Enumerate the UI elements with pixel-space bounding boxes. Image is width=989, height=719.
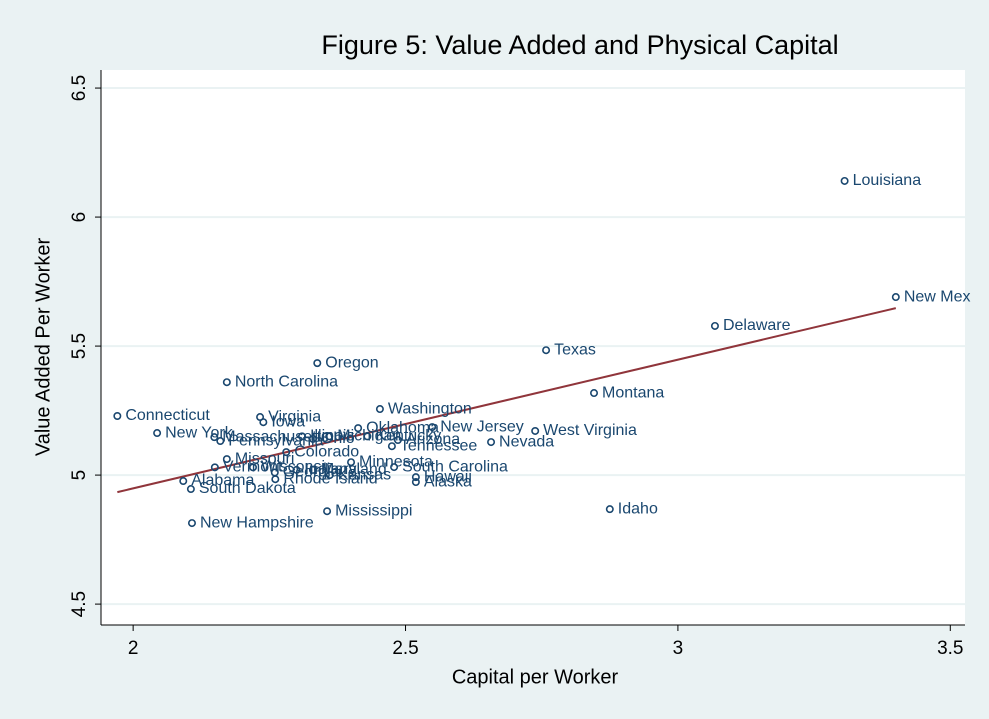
point xyxy=(179,477,188,486)
point-label: Ohio xyxy=(321,430,355,447)
point xyxy=(840,176,849,185)
point xyxy=(282,448,291,457)
point-label: New York xyxy=(165,424,234,441)
point-label: Alabama xyxy=(191,472,254,489)
point xyxy=(590,389,599,398)
y-tick-label: 4.5 xyxy=(69,591,90,617)
y-tick-label: 5.5 xyxy=(69,333,90,359)
point xyxy=(387,442,396,451)
point xyxy=(428,423,437,432)
point xyxy=(605,505,614,514)
point-label: Rhode Island xyxy=(283,470,377,487)
point-label: Louisiana xyxy=(853,172,922,189)
point xyxy=(259,418,268,427)
point-label: Washington xyxy=(388,400,472,417)
point xyxy=(222,378,231,387)
point-label: Virginia xyxy=(268,408,321,425)
point xyxy=(347,458,356,467)
point xyxy=(891,293,900,302)
plot-area xyxy=(101,70,965,625)
point-label: Tennessee xyxy=(400,437,477,454)
point-label: Indiana xyxy=(305,461,358,478)
point xyxy=(298,432,307,441)
x-tick-label: 3 xyxy=(673,638,684,659)
y-tick-label: 6.5 xyxy=(69,75,90,101)
point xyxy=(363,432,372,441)
y-tick-label: 5 xyxy=(69,470,90,481)
point xyxy=(375,405,384,414)
point xyxy=(308,434,317,443)
x-axis-label: Capital per Worker xyxy=(452,666,619,688)
point-label: Mississippi xyxy=(335,502,412,519)
point xyxy=(113,412,122,421)
point-label: Michigan xyxy=(337,428,401,445)
x-tick-label: 3.5 xyxy=(937,638,963,659)
point-label: Alaska xyxy=(424,473,472,490)
point-label: New Jersey xyxy=(440,418,524,435)
point-label: South Dakota xyxy=(199,480,296,497)
point-label: New Hampshire xyxy=(200,514,314,531)
point xyxy=(411,478,420,487)
point-label: Maryland xyxy=(321,461,387,478)
point-label: Nevada xyxy=(499,433,554,450)
point-label: Connecticut xyxy=(125,407,210,424)
point-label: Hawaii xyxy=(424,468,472,485)
point xyxy=(210,463,219,472)
point xyxy=(710,321,719,330)
point xyxy=(323,507,332,516)
point-label: Iowa xyxy=(271,413,305,430)
point xyxy=(325,432,334,441)
point xyxy=(354,424,363,433)
point-label: Texas xyxy=(554,341,596,358)
point xyxy=(216,437,225,446)
point-label: West Virginia xyxy=(543,422,637,439)
point-label: Kentucky xyxy=(375,428,441,445)
point xyxy=(542,346,551,355)
point-label: Oregon xyxy=(325,354,378,371)
x-tick-label: 2 xyxy=(128,638,139,659)
y-axis-label: Value Added Per Worker xyxy=(32,238,54,457)
point-label: Delaware xyxy=(723,317,791,334)
point xyxy=(325,471,334,480)
point xyxy=(222,455,231,464)
point-label: New Mex xyxy=(904,288,971,305)
point-label: Idaho xyxy=(618,500,658,517)
point xyxy=(186,485,195,494)
point xyxy=(308,465,317,474)
x-tick-label: 2.5 xyxy=(392,638,418,659)
point xyxy=(248,463,257,472)
point-label: Vermont xyxy=(223,459,283,476)
point-label: Montana xyxy=(602,384,664,401)
point-label: Minnesota xyxy=(359,453,433,470)
chart-title: Figure 5: Value Added and Physical Capit… xyxy=(321,30,838,60)
point-label: Missouri xyxy=(235,450,295,467)
point xyxy=(411,473,420,482)
point xyxy=(313,359,322,368)
point xyxy=(270,468,279,477)
point xyxy=(393,435,402,444)
point xyxy=(487,438,496,447)
point xyxy=(390,463,399,472)
point xyxy=(292,465,301,474)
point xyxy=(187,519,196,528)
point-label: Kansas xyxy=(338,466,391,483)
point xyxy=(153,429,162,438)
point-label: South Carolina xyxy=(402,458,508,475)
point xyxy=(210,433,219,442)
y-tick-label: 6 xyxy=(69,212,90,223)
point-label: North Carolina xyxy=(235,373,338,390)
point-label: Oklahoma xyxy=(366,419,439,436)
point-label: Colorado xyxy=(294,443,359,460)
point-label: Arizona xyxy=(406,431,460,448)
point xyxy=(531,426,540,435)
point-label: Pennsylvania xyxy=(228,432,323,449)
fit-line xyxy=(117,307,897,494)
